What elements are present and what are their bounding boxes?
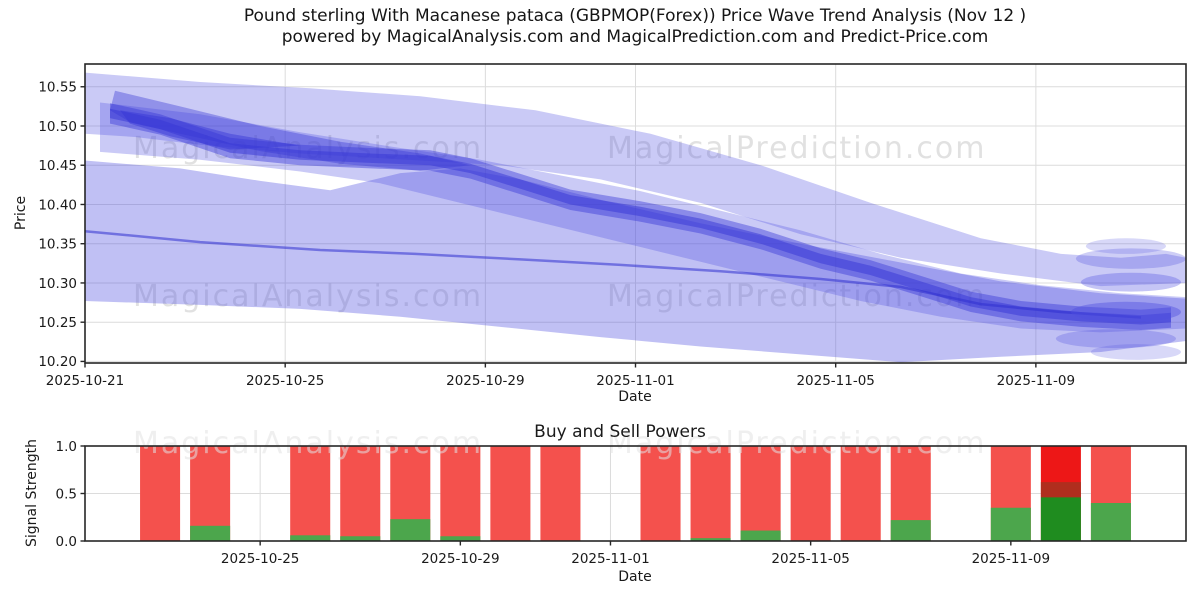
x-tick-label: 2025-10-25 [246, 373, 324, 389]
y-tick-label: 10.35 [38, 237, 77, 253]
y-tick-label: 10.25 [38, 315, 77, 331]
figure-title-block: Pound sterling With Macanese pataca (GBP… [70, 6, 1200, 48]
y-tick-label: 10.40 [38, 197, 77, 213]
sell-bar [140, 446, 181, 541]
price-chart: MagicalAnalysis.com MagicalPrediction.com… [13, 63, 1187, 405]
outer-lower-envelope [85, 160, 1186, 363]
signal-chart: MagicalAnalysis.com MagicalPrediction.com… [24, 422, 1187, 585]
watermark-text: MagicalAnalysis.com [133, 279, 483, 314]
sell-bar [340, 446, 381, 541]
buy-bar [340, 536, 381, 541]
signal-watermarks: MagicalAnalysis.com MagicalPrediction.com [133, 426, 987, 461]
thin-trend-line [84, 229, 1142, 319]
buy-bar [190, 525, 231, 541]
outer-upper-envelope [85, 72, 1186, 287]
y-tick-label: 0.0 [56, 534, 77, 550]
buy-bar [690, 538, 731, 541]
y-tick-label: 10.30 [38, 276, 77, 292]
x-tick-label: 2025-10-21 [46, 373, 124, 389]
buy-bar [990, 507, 1031, 541]
x-tick-label: 2025-10-29 [421, 551, 499, 567]
sell-bar [290, 446, 331, 541]
overlap-band [1040, 482, 1081, 498]
buy-bar [1090, 503, 1131, 541]
price-axes: 10.55 10.50 10.45 10.40 10.35 10.30 10.25 10.20… [13, 63, 1187, 405]
signal-chart-title: Buy and Sell Powers [534, 422, 706, 442]
buy-bar [1040, 497, 1081, 541]
figure-subtitle: powered by MagicalAnalysis.com and Magic… [281, 27, 989, 47]
price-bands [84, 72, 1186, 363]
upper-left-darker-core [120, 110, 301, 150]
sell-bar [840, 446, 881, 541]
signal-bars [140, 446, 1131, 541]
end-cap-blob [1080, 272, 1181, 292]
y-tick-label: 0.5 [56, 486, 77, 502]
y-tick-label: 10.45 [38, 158, 77, 174]
watermark-text: MagicalPrediction.com [607, 426, 987, 461]
y-tick-label: 10.55 [38, 80, 77, 96]
buy-bar [740, 530, 781, 541]
end-cap-blob [1075, 248, 1186, 269]
signal-yaxis-label: Signal Strength [24, 439, 40, 547]
buy-bar [290, 535, 331, 541]
buy-bar [890, 520, 931, 541]
signal-xaxis-label: Date [618, 569, 651, 585]
watermark-text: MagicalAnalysis.com [133, 426, 483, 461]
sell-bar [440, 446, 481, 541]
sell-bar [190, 446, 231, 541]
x-tick-label: 2025-10-29 [446, 373, 524, 389]
x-tick-label: 2025-10-25 [221, 551, 299, 567]
core-trend-band [110, 108, 1171, 325]
buy-bar [440, 536, 481, 541]
sell-bar [540, 446, 581, 541]
x-tick-label: 2025-11-05 [796, 373, 874, 389]
end-cap-blob [1085, 238, 1166, 254]
buy-bar [390, 519, 431, 541]
price-yaxis-label: Price [13, 196, 29, 230]
end-cap-blob [1055, 329, 1176, 349]
end-cap-blob [1070, 301, 1181, 323]
signal-axes: 1.0 0.5 0.0 2025-10-25 2025-10-29 2025-11-01 2… [24, 422, 1187, 585]
x-tick-label: 2025-11-01 [571, 551, 649, 567]
sell-bar [740, 446, 781, 541]
y-tick-label: 1.0 [56, 439, 77, 455]
sell-bar [640, 446, 681, 541]
y-tick-label: 10.20 [38, 354, 77, 370]
figure-title: Pound sterling With Macanese pataca (GBP… [243, 6, 1027, 26]
x-tick-label: 2025-11-09 [972, 551, 1050, 567]
y-tick-label: 10.50 [38, 119, 77, 135]
x-tick-label: 2025-11-05 [771, 551, 849, 567]
x-tick-label: 2025-11-09 [997, 373, 1075, 389]
sell-bar [490, 446, 531, 541]
sell-bar [790, 446, 831, 541]
x-tick-label: 2025-11-01 [596, 373, 674, 389]
upper-left-dark-cluster [110, 90, 471, 171]
end-cap-blob [1090, 344, 1181, 360]
watermark-text: MagicalPrediction.com [607, 131, 987, 166]
price-xaxis-label: Date [618, 389, 651, 405]
sell-bar [690, 446, 731, 541]
